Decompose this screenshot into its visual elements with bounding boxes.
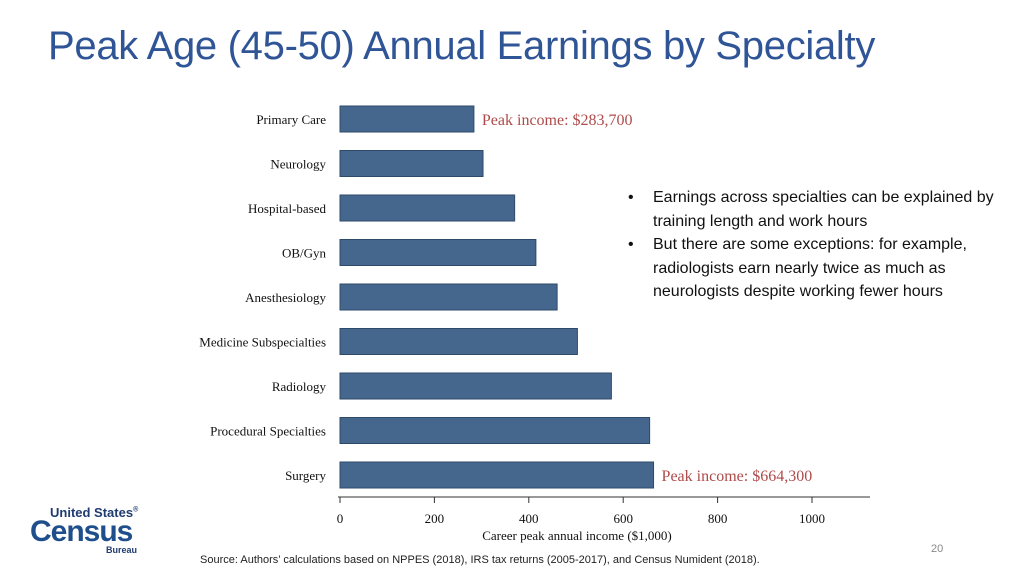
x-axis: 0 200 400 600 800 1000 — [337, 496, 870, 526]
bullet-item: • Earnings across specialties can be exp… — [628, 186, 1008, 233]
bar — [339, 105, 475, 133]
category-label: Procedural Specialties — [210, 424, 326, 439]
census-bureau-logo: United States® Census Bureau — [30, 505, 155, 557]
category-label: Primary Care — [256, 112, 326, 127]
x-tick-label: 1000 — [799, 511, 825, 526]
category-label: Medicine Subspecialties — [199, 335, 326, 350]
logo-sub-text: Bureau — [106, 545, 138, 555]
bullet-text: But there are some exceptions: for examp… — [653, 236, 967, 300]
annotation-label: Peak income: $283,700 — [482, 112, 633, 129]
category-labels: Primary Care Neurology Hospital-based OB/Gy… — [199, 112, 326, 483]
bar — [339, 372, 612, 400]
bullet-text: Earnings across specialties can be expla… — [653, 189, 994, 230]
x-tick-label: 0 — [337, 511, 344, 526]
category-label: OB/Gyn — [282, 246, 327, 261]
bars-layer — [339, 105, 655, 489]
x-tick-label: 200 — [425, 511, 445, 526]
category-label: Surgery — [285, 468, 326, 483]
bullet-item: • But there are some exceptions: for exa… — [628, 233, 1008, 304]
category-label: Hospital-based — [248, 201, 326, 216]
slide-title: Peak Age (45-50) Annual Earnings by Spec… — [48, 24, 876, 68]
x-tick-label: 600 — [613, 511, 633, 526]
category-label: Anesthesiology — [245, 290, 326, 305]
category-label: Radiology — [272, 379, 327, 394]
bar — [339, 150, 484, 177]
logo-main-text: Census — [30, 515, 133, 548]
page-number: 20 — [931, 543, 944, 555]
bar — [339, 239, 537, 266]
annotation-label: Peak income: $664,300 — [662, 468, 813, 485]
key-points-list: • Earnings across specialties can be exp… — [628, 186, 1008, 304]
bullet-symbol: • — [628, 236, 634, 253]
bar — [339, 328, 578, 355]
annotations-layer: Peak income: $283,700 Peak income: $664,3… — [482, 112, 812, 485]
logo-top-text: United States® — [50, 505, 139, 520]
source-note: Source: Authors’ calculations based on N… — [200, 554, 760, 566]
x-tick-label: 800 — [708, 511, 728, 526]
bar — [339, 461, 655, 489]
bar — [339, 283, 558, 311]
bar — [339, 194, 516, 222]
bullet-symbol: • — [628, 189, 634, 206]
bar — [339, 417, 651, 444]
x-axis-title: Career peak annual income ($1,000) — [482, 528, 672, 543]
category-label: Neurology — [270, 157, 326, 172]
x-tick-label: 400 — [519, 511, 539, 526]
